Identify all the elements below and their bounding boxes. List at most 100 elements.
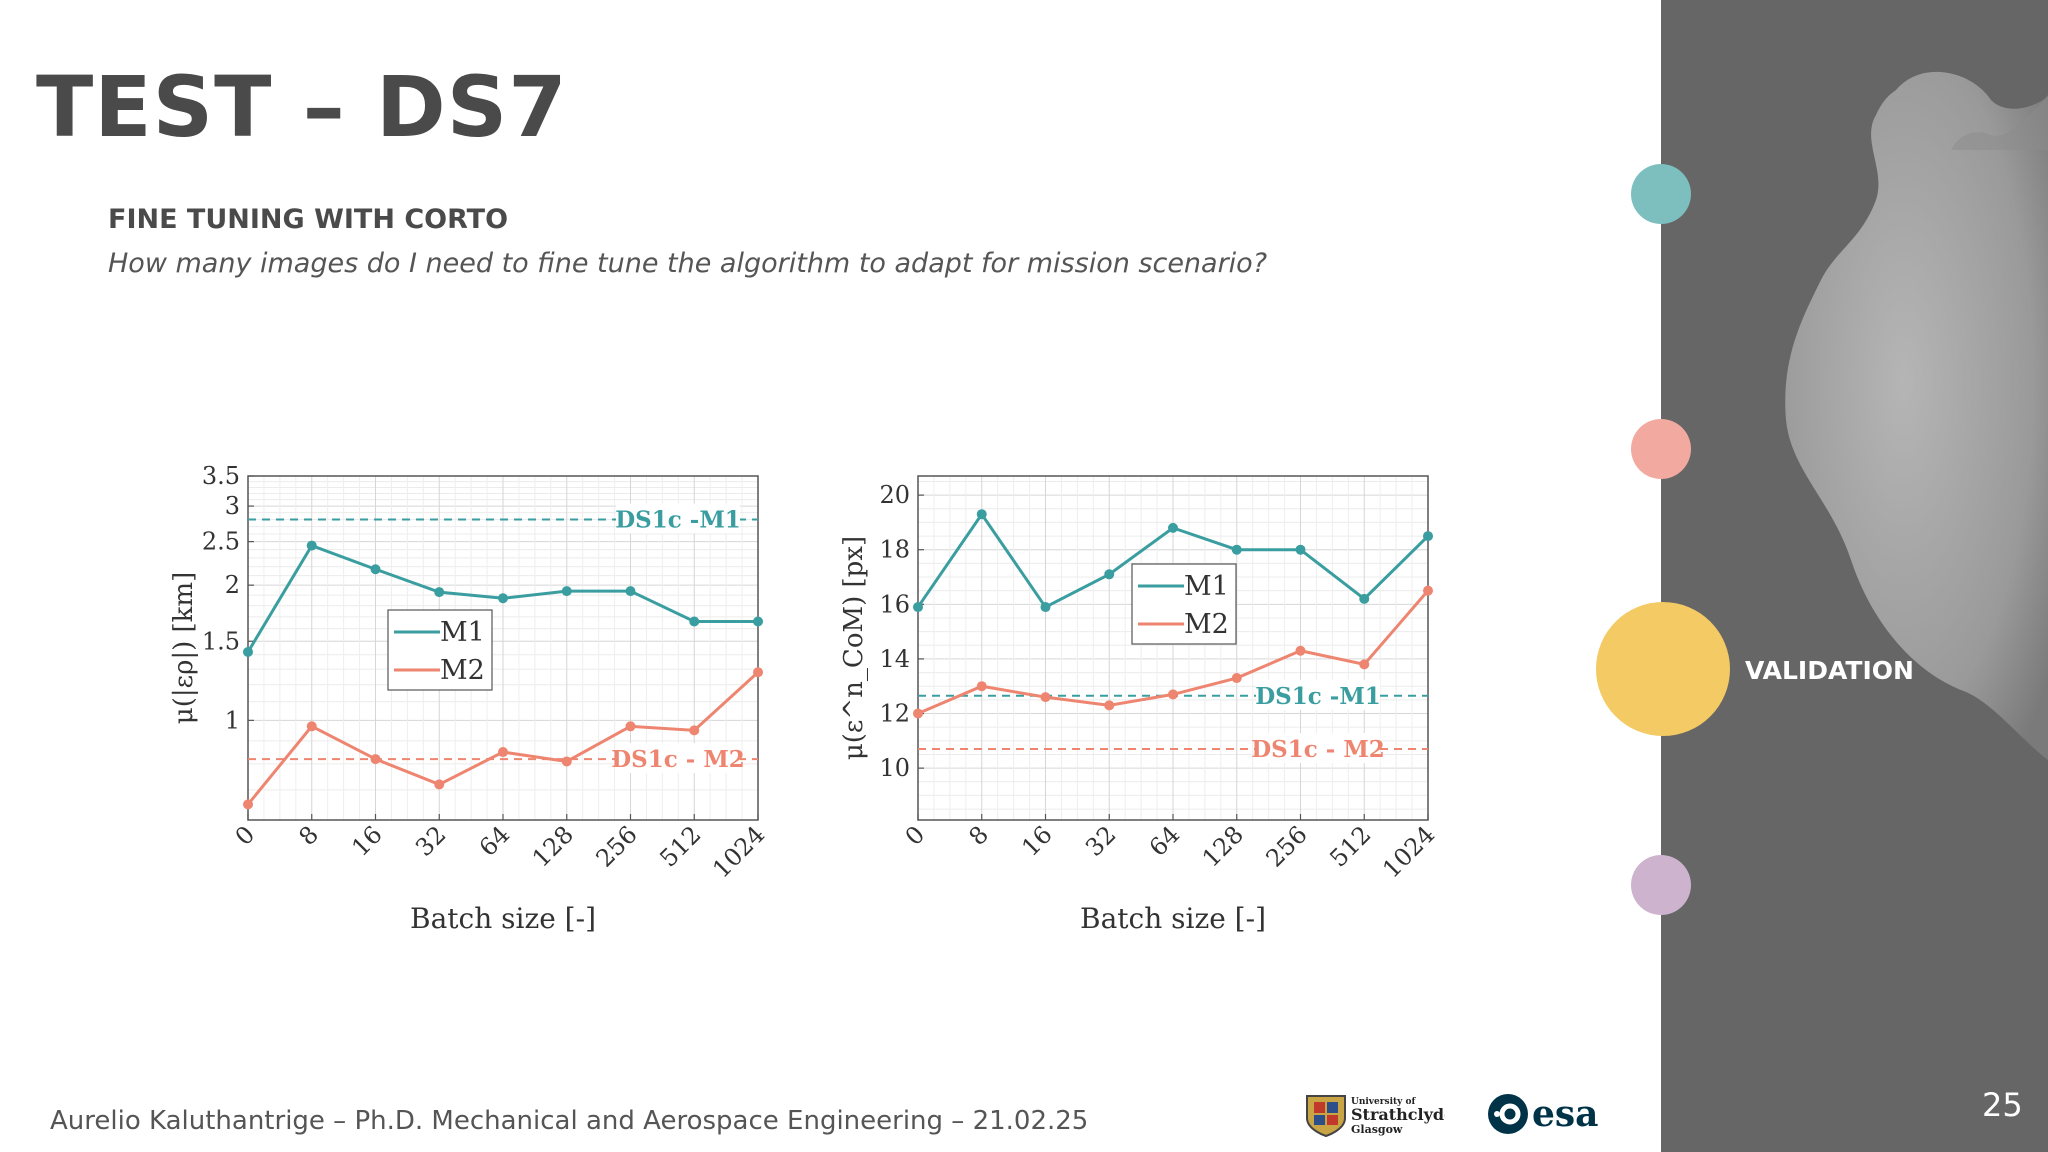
slide-title: TEST – DS7 bbox=[36, 58, 568, 156]
data-point-m1 bbox=[243, 646, 253, 657]
y-tick-label: 18 bbox=[879, 536, 910, 564]
section-subtitle: FINE TUNING WITH CORTO bbox=[108, 204, 509, 235]
esa-logo-text: esa bbox=[1532, 1093, 1599, 1135]
x-tick-label: 16 bbox=[346, 820, 387, 861]
data-point-m2 bbox=[625, 721, 636, 732]
strathclyde-logo-line3: Glasgow bbox=[1351, 1123, 1403, 1136]
data-point-m2 bbox=[1295, 645, 1306, 656]
nav-label-validation[interactable]: VALIDATION bbox=[1745, 656, 1914, 685]
x-tick-label: 0 bbox=[900, 820, 931, 851]
data-point-m2 bbox=[434, 779, 445, 790]
x-tick-label: 128 bbox=[527, 820, 579, 872]
x-tick-label: 64 bbox=[474, 820, 515, 861]
legend-box bbox=[387, 609, 493, 691]
x-tick-label: 128 bbox=[1197, 820, 1249, 872]
x-tick-label: 512 bbox=[654, 820, 706, 872]
reference-label-bg bbox=[616, 743, 740, 774]
data-point-m1 bbox=[689, 616, 700, 627]
legend-label: M1 bbox=[1184, 571, 1229, 602]
y-tick-label: 20 bbox=[879, 481, 910, 509]
data-point-m2 bbox=[1359, 659, 1370, 670]
x-axis-label: Batch size [-] bbox=[1080, 902, 1266, 935]
nav-dot-2[interactable] bbox=[1631, 419, 1691, 479]
data-point-m2 bbox=[498, 747, 508, 758]
x-tick-label: 8 bbox=[963, 820, 994, 851]
data-point-m1 bbox=[1423, 531, 1433, 542]
x-tick-label: 16 bbox=[1016, 820, 1057, 861]
data-point-m1 bbox=[1231, 544, 1242, 555]
data-point-m2 bbox=[1040, 692, 1051, 703]
x-tick-label: 0 bbox=[230, 820, 261, 851]
reference-label-bg bbox=[1256, 733, 1380, 764]
data-point-m1 bbox=[1040, 602, 1051, 613]
x-tick-label: 1024 bbox=[1377, 820, 1440, 883]
footer-text: Aurelio Kaluthantrige – Ph.D. Mechanical… bbox=[50, 1106, 1089, 1136]
x-tick-label: 32 bbox=[410, 820, 451, 861]
y-tick-label: 2 bbox=[225, 571, 240, 599]
y-tick-label: 10 bbox=[879, 754, 910, 782]
data-point-m1 bbox=[306, 540, 317, 551]
asteroid-illustration bbox=[1785, 71, 2048, 761]
data-point-m1 bbox=[753, 616, 763, 627]
guiding-question: How many images do I need to fine tune t… bbox=[108, 248, 1268, 279]
x-tick-label: 32 bbox=[1080, 820, 1121, 861]
data-point-m2 bbox=[1168, 689, 1178, 700]
data-point-m1 bbox=[1359, 593, 1370, 604]
chart-com-error: 10 12 14 16 18 20 0 8 16 32 64 128 256 512 1024 Batch s… bbox=[840, 475, 1440, 935]
sidebar-panel bbox=[1661, 0, 2048, 1152]
data-point-m1 bbox=[1295, 544, 1306, 555]
reference-label-bg bbox=[1256, 679, 1380, 710]
esa-logo: esa bbox=[1486, 1090, 1606, 1142]
reference-label-bg bbox=[616, 503, 740, 534]
data-point-m2 bbox=[370, 754, 381, 765]
legend-label: M2 bbox=[1184, 609, 1229, 640]
y-axis-label: μ(ε^n_CoM) [px] bbox=[840, 536, 869, 760]
data-point-m2 bbox=[913, 708, 923, 719]
data-point-m1 bbox=[625, 586, 636, 597]
legend-box bbox=[1131, 563, 1237, 645]
data-point-m1 bbox=[976, 509, 987, 520]
x-tick-label: 1024 bbox=[707, 820, 770, 883]
y-axis-label: μ(|ερ|) [km] bbox=[170, 572, 199, 724]
data-point-m2 bbox=[243, 799, 253, 810]
data-point-m2 bbox=[689, 725, 700, 736]
nav-dot-4[interactable] bbox=[1631, 855, 1691, 915]
strathclyde-logo-line1: University of bbox=[1351, 1097, 1417, 1107]
data-point-m1 bbox=[370, 564, 381, 575]
x-tick-label: 64 bbox=[1144, 820, 1185, 861]
data-point-m2 bbox=[753, 667, 763, 678]
reference-label: DS1c -M1 bbox=[615, 507, 741, 534]
x-tick-label: 256 bbox=[1261, 820, 1313, 872]
data-point-m2 bbox=[1423, 585, 1433, 596]
data-point-m2 bbox=[561, 756, 572, 767]
data-point-m2 bbox=[1231, 673, 1242, 684]
y-tick-label: 3 bbox=[225, 492, 240, 520]
y-tick-label: 14 bbox=[879, 645, 910, 673]
data-point-m2 bbox=[306, 721, 317, 732]
y-tick-label: 12 bbox=[879, 700, 910, 728]
data-point-m1 bbox=[434, 587, 445, 598]
x-axis-label: Batch size [-] bbox=[410, 902, 596, 935]
legend-label: M1 bbox=[440, 617, 485, 648]
chart-position-error: 1 1.5 2 2.5 33.5 0 8 16 32 64 128 256 512 1024 Batch s… bbox=[170, 462, 770, 935]
legend-label: M2 bbox=[440, 655, 485, 686]
reference-label: DS1c - M2 bbox=[611, 746, 745, 773]
y-tick-label: 1 bbox=[225, 706, 240, 734]
data-point-m1 bbox=[913, 602, 923, 613]
x-tick-label: 256 bbox=[591, 820, 643, 872]
x-tick-label: 8 bbox=[293, 820, 324, 851]
data-point-m1 bbox=[561, 586, 572, 597]
nav-dot-validation[interactable] bbox=[1596, 602, 1730, 736]
data-point-m2 bbox=[976, 681, 987, 692]
y-tick-label: 1.5 bbox=[202, 627, 240, 655]
data-point-m1 bbox=[1104, 569, 1115, 580]
reference-label: DS1c - M2 bbox=[1251, 736, 1385, 763]
data-point-m1 bbox=[1168, 522, 1178, 533]
y-tick-label: 16 bbox=[879, 590, 910, 618]
nav-dot-1[interactable] bbox=[1631, 164, 1691, 224]
x-tick-label: 512 bbox=[1324, 820, 1376, 872]
y-tick-label: 3.5 bbox=[202, 462, 240, 490]
data-point-m2 bbox=[1104, 700, 1115, 711]
data-point-m1 bbox=[498, 593, 508, 604]
strathclyde-logo-line2: Strathclyde bbox=[1351, 1105, 1445, 1124]
